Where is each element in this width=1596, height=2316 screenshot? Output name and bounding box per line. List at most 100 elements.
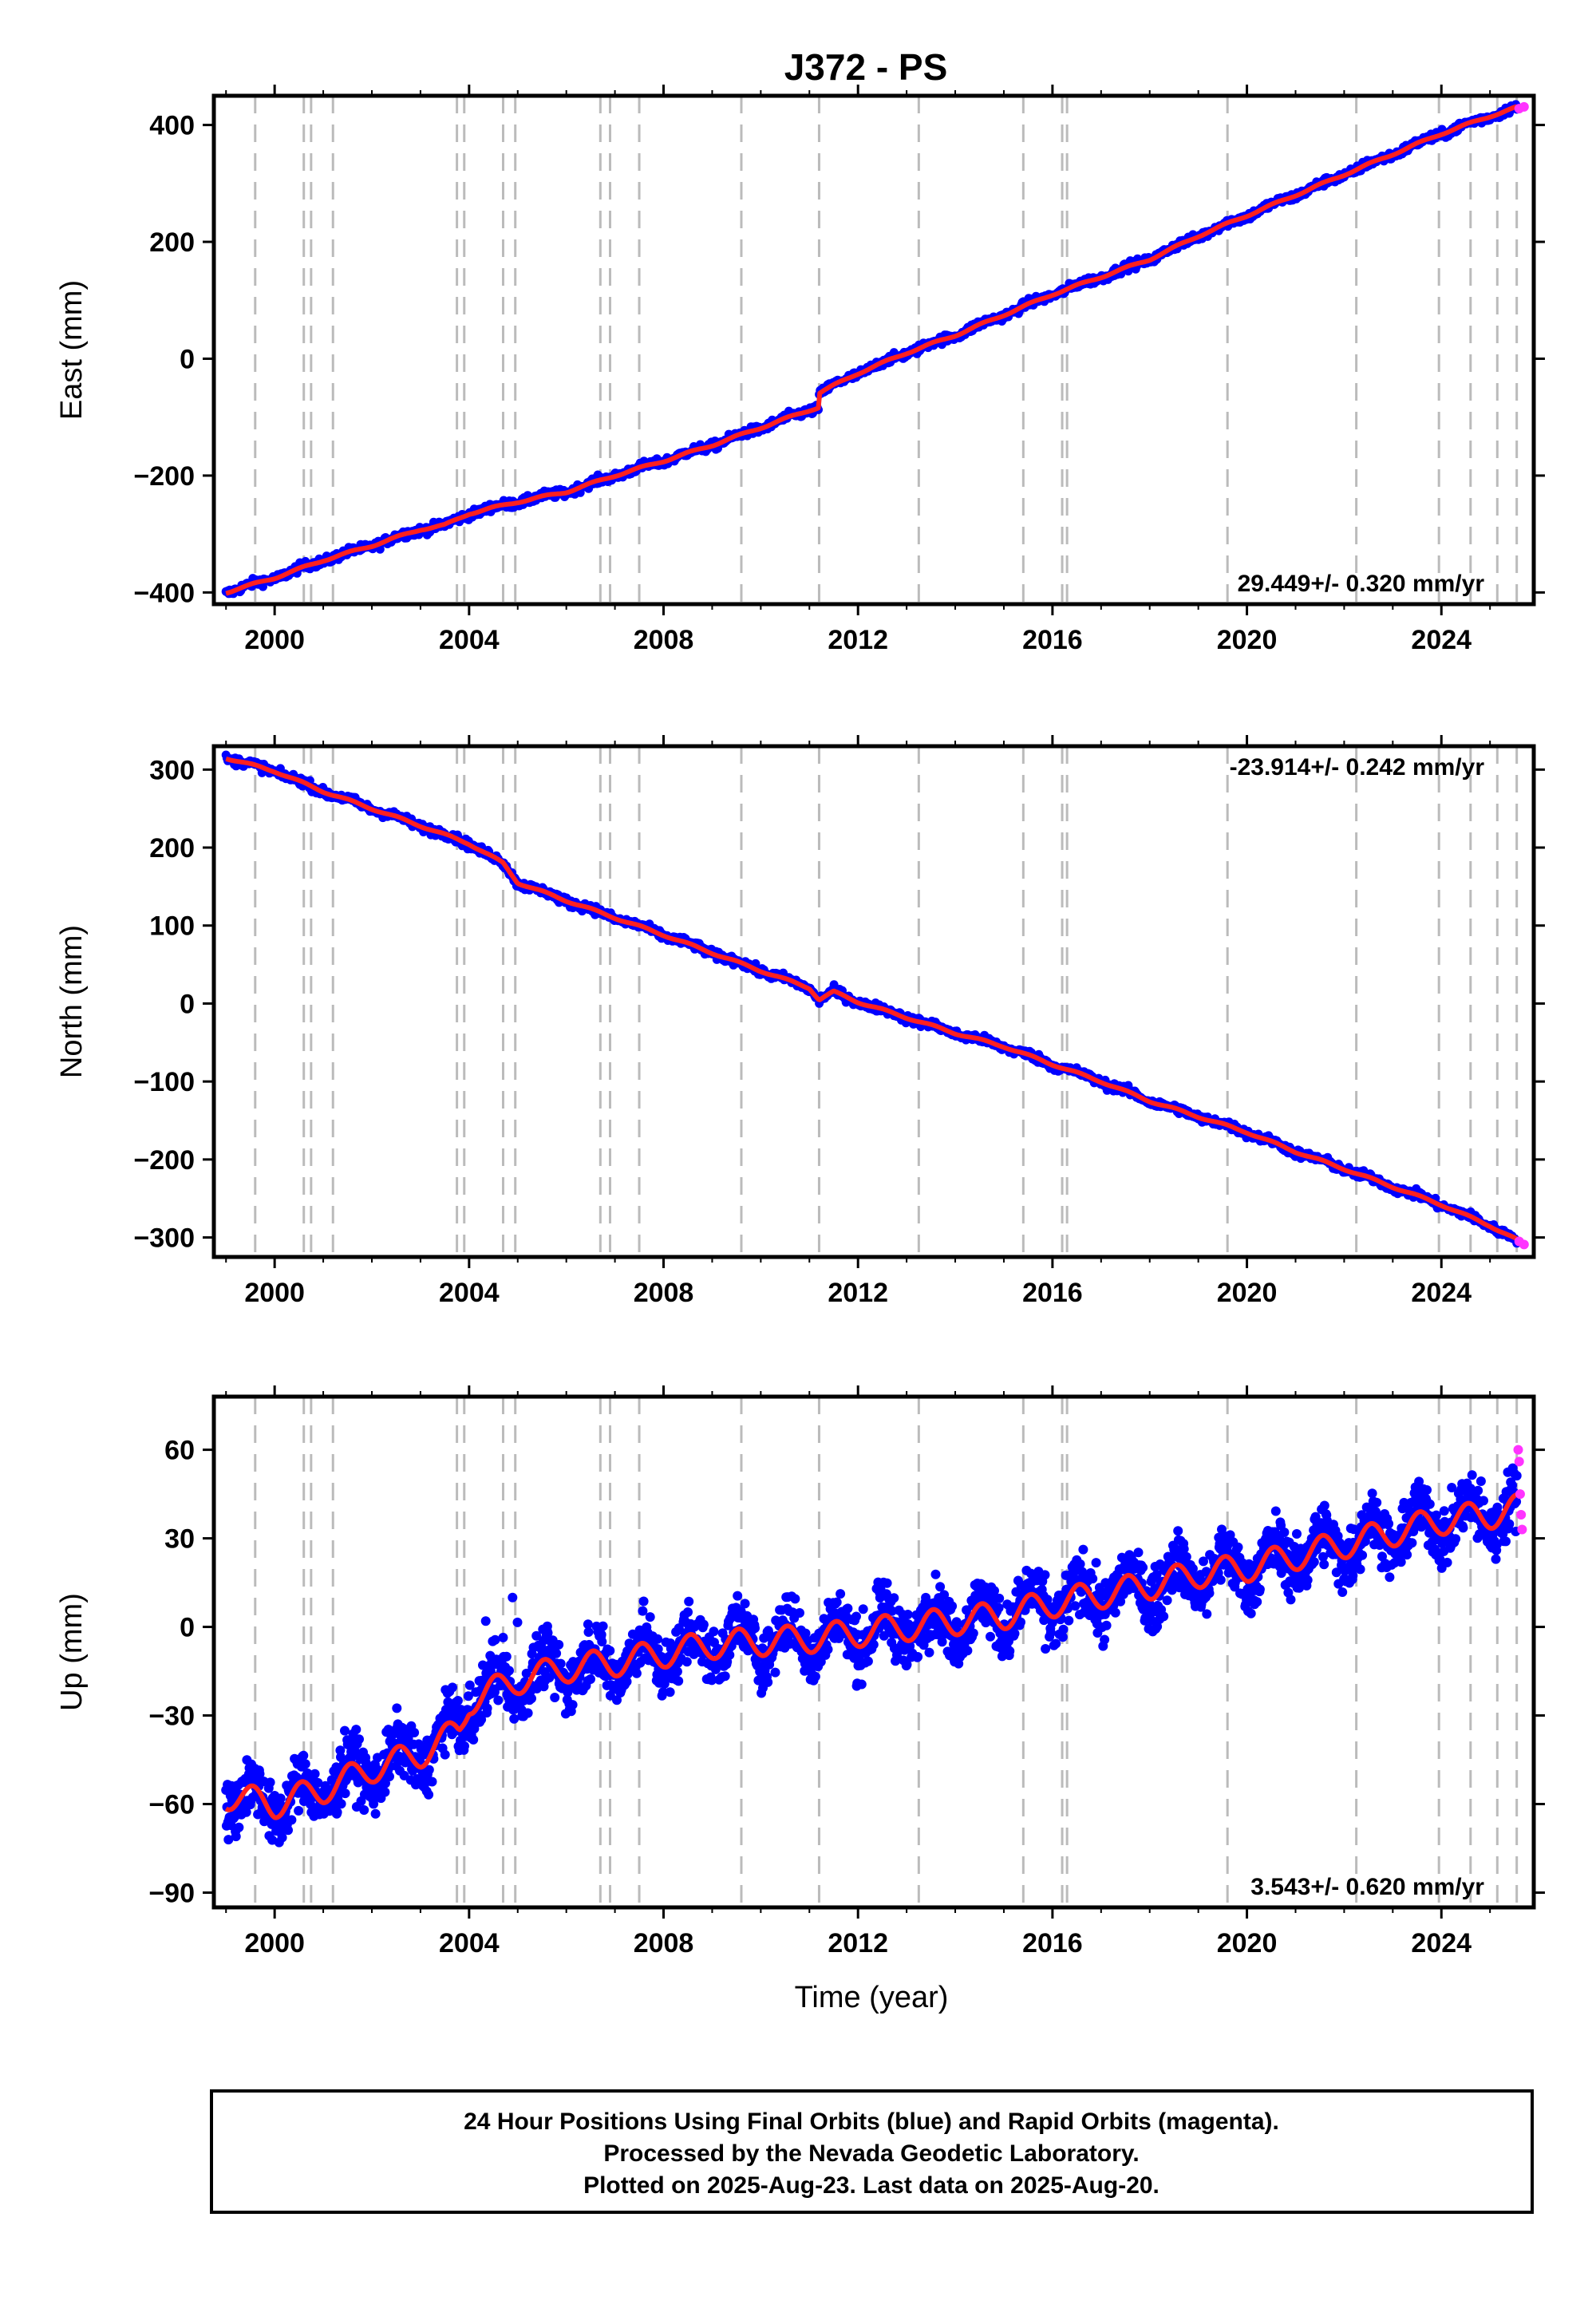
north-y-tick-label: 200 (149, 833, 195, 864)
up-final-point (1058, 1624, 1069, 1634)
up-final-point (733, 1591, 743, 1601)
up-final-point (994, 1593, 1005, 1603)
up-final-point (994, 1603, 1004, 1613)
east-y-tick-label: −200 (133, 461, 195, 492)
up-final-point (810, 1671, 820, 1682)
up-final-point (986, 1631, 995, 1642)
up-final-point (555, 1658, 566, 1669)
up-final-point (905, 1641, 915, 1651)
east-y-tick-label: 400 (149, 111, 195, 141)
up-final-point (286, 1815, 297, 1825)
up-final-point (622, 1677, 632, 1687)
up-final-point (527, 1694, 536, 1704)
up-final-point (612, 1695, 622, 1705)
up-final-point (1110, 1607, 1120, 1618)
up-data (221, 1445, 1527, 1848)
up-final-point (586, 1674, 595, 1684)
up-final-point (962, 1646, 973, 1656)
up-final-point (868, 1639, 879, 1650)
up-final-point (509, 1713, 519, 1724)
up-final-point (1064, 1615, 1074, 1626)
up-final-point (326, 1775, 337, 1785)
up-final-point (501, 1651, 512, 1662)
north-y-tick-label: 100 (149, 911, 195, 942)
up-final-point (340, 1788, 350, 1799)
up-panel: 2000 2004 2008 2012 2016 2020 202460300−30−60−… (55, 1385, 1545, 1958)
up-final-point (351, 1725, 361, 1735)
up-final-point (583, 1619, 593, 1630)
up-final-point (795, 1608, 804, 1618)
up-final-point (1159, 1611, 1169, 1622)
up-final-point (255, 1769, 265, 1779)
up-final-point (554, 1639, 564, 1650)
east-x-tick-label: 2000 (244, 625, 305, 655)
up-final-point (1016, 1617, 1025, 1627)
up-final-point (939, 1590, 950, 1600)
east-y-tick-label: 0 (180, 344, 195, 374)
up-final-point (313, 1777, 323, 1788)
chart-title: J372 - PS (784, 46, 948, 88)
north-y-tick-label: 0 (180, 989, 195, 1019)
up-final-point (1041, 1644, 1051, 1654)
up-final-point (424, 1765, 434, 1775)
up-final-point (480, 1616, 491, 1626)
up-final-point (354, 1734, 364, 1745)
up-final-point (658, 1687, 668, 1697)
up-final-point (504, 1666, 514, 1676)
east-y-tick-label: −400 (133, 578, 195, 608)
up-final-point (277, 1832, 287, 1843)
up-final-point (482, 1703, 492, 1713)
up-final-point (551, 1648, 562, 1658)
north-frame (211, 744, 1536, 1259)
north-y-tick-label: −200 (133, 1145, 195, 1176)
up-final-point (310, 1769, 320, 1779)
up-final-point (750, 1623, 760, 1634)
up-final-point (392, 1703, 402, 1713)
up-final-point (283, 1825, 293, 1836)
up-final-point (464, 1680, 475, 1690)
up-final-point (1042, 1595, 1053, 1605)
north-rapid-point-1 (1519, 1239, 1529, 1250)
up-final-point (231, 1832, 241, 1842)
up-final-point (448, 1682, 457, 1693)
up-final-point (512, 1617, 523, 1627)
north-x-tick-label: 2016 (1022, 1278, 1083, 1308)
east-model-line (225, 104, 1518, 596)
east-x-tick-label: 2004 (439, 625, 500, 655)
up-final-point (294, 1805, 304, 1816)
up-final-point (1009, 1628, 1020, 1638)
up-final-point (380, 1787, 390, 1797)
up-final-point (476, 1714, 487, 1725)
up-final-point (223, 1835, 234, 1845)
up-final-point (521, 1668, 531, 1678)
east-x-tick-label: 2008 (634, 625, 694, 655)
north-x-tick-label: 2004 (439, 1278, 500, 1308)
east-panel: 2000 2004 2008 2012 2016 2020 20244002000−200−… (55, 85, 1545, 655)
up-final-point (674, 1676, 684, 1686)
up-final-point (531, 1630, 542, 1641)
up-final-point (241, 1807, 251, 1817)
up-final-point (902, 1659, 912, 1670)
up-final-point (1088, 1574, 1098, 1584)
north-y-axis-label: North (mm) (55, 925, 89, 1078)
north-x-tick-label: 2024 (1411, 1278, 1472, 1308)
up-final-point (863, 1656, 873, 1666)
up-final-point (234, 1822, 244, 1832)
up-final-point (493, 1695, 504, 1705)
up-final-point (463, 1691, 473, 1701)
up-final-point (770, 1667, 780, 1678)
up-final-point (335, 1745, 346, 1756)
up-final-point (1075, 1559, 1085, 1569)
up-final-point (605, 1646, 615, 1656)
up-final-point (424, 1789, 434, 1800)
up-final-point (1173, 1526, 1183, 1536)
up-final-point (913, 1652, 923, 1662)
up-final-point (638, 1596, 649, 1607)
up-final-point (990, 1586, 999, 1596)
up-final-point (889, 1593, 899, 1603)
up-final-point (823, 1644, 833, 1654)
up-final-point (645, 1612, 655, 1622)
up-final-point (1040, 1570, 1050, 1580)
east-x-tick-label: 2024 (1411, 625, 1472, 655)
